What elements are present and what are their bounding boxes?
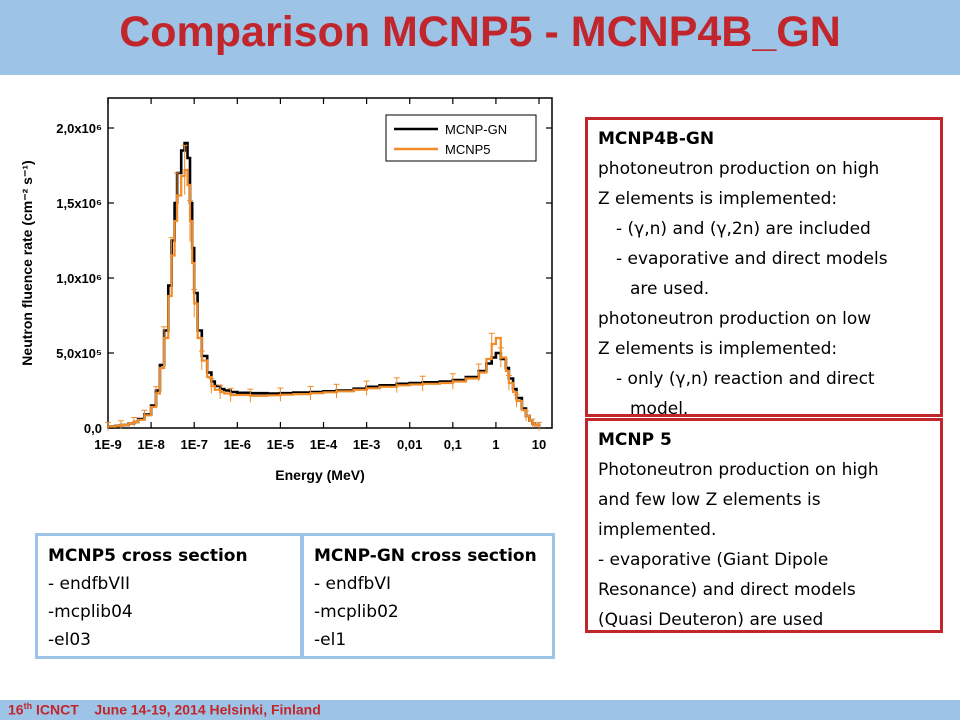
x-tick-label: 1E-5 — [267, 437, 294, 452]
panel-heading: MCNP 5 — [598, 430, 672, 450]
panel-line: - only (γ,n) reaction and direct — [616, 369, 875, 389]
panel-line: are used. — [630, 279, 710, 299]
panel-line: Resonance) and direct models — [598, 580, 856, 600]
panel-line: Photoneutron production on high — [598, 460, 879, 480]
xs-item: - endfbVI — [314, 574, 391, 594]
x-tick-label: 1E-7 — [180, 437, 207, 452]
legend-box — [385, 114, 537, 162]
x-tick-label: 1E-9 — [94, 437, 121, 452]
plot-frame — [107, 97, 553, 429]
x-tick-label: 1E-8 — [137, 437, 164, 452]
footer-text: 16th ICNCT June 14-19, 2014 Helsinki, Fi… — [8, 701, 321, 718]
panel-line: - evaporative and direct models — [616, 249, 888, 269]
x-tick-label: 1E-4 — [310, 437, 338, 452]
panel-line: - evaporative (Giant Dipole — [598, 550, 829, 570]
chart-svg: 1E-9 1E-8 1E-7 1E-6 1E-5 1E-4 1E-3 0,01 0,1 1 10 0,… — [19, 97, 553, 483]
x-tick-label: 0,01 — [397, 437, 422, 452]
xs-item: -el1 — [314, 630, 347, 650]
legend-label: MCNP-GN — [445, 122, 507, 137]
panel-line: (Quasi Deuteron) are used — [598, 610, 824, 630]
y-axis-label: Neutron fluence rate (cm⁻² s⁻¹) — [19, 160, 35, 365]
xs-item: - endfbVII — [48, 574, 130, 594]
y-tick-label: 0,0 — [84, 421, 102, 436]
mcnp-gn-cross-section: MCNP-GN cross section - endfbVI -mcplib0… — [304, 536, 562, 656]
xs-heading: MCNP-GN cross section — [314, 546, 537, 566]
legend-label: MCNP5 — [445, 142, 491, 157]
y-tick-label: 1,0x10⁶ — [56, 271, 102, 286]
mcnp5-cross-section: MCNP5 cross section - endfbVII -mcplib04… — [38, 536, 296, 656]
mcnp4b-gn-panel: MCNP4B-GN photoneutron production on hig… — [585, 117, 943, 419]
panel-line: Z elements is implemented: — [598, 339, 838, 359]
x-tick-label: 1E-3 — [353, 437, 380, 452]
chart: 1E-9 1E-8 1E-7 1E-6 1E-5 1E-4 1E-3 0,01 0,1 1 10 0,… — [0, 85, 580, 505]
x-tick-label: 1E-6 — [224, 437, 251, 452]
panel-line: and few low Z elements is — [598, 490, 821, 510]
xs-item: -mcplib02 — [314, 602, 399, 622]
y-tick-label: 2,0x10⁶ — [56, 121, 102, 136]
footer-edition: 16 — [8, 701, 24, 718]
cross-section-box: MCNP5 cross section - endfbVII -mcplib04… — [35, 533, 555, 659]
panel-line: photoneutron production on low — [598, 309, 872, 329]
title-bar: Comparison MCNP5 - MCNP4B_GN — [0, 0, 960, 75]
footer-conference: ICNCT — [35, 701, 79, 718]
panel-line: model. — [630, 399, 689, 419]
mcnp5-panel: MCNP 5 Photoneutron production on high a… — [585, 418, 943, 633]
x-tick-label: 1 — [492, 437, 499, 452]
panel-line: - (γ,n) and (γ,2n) are included — [616, 219, 871, 239]
xs-heading: MCNP5 cross section — [48, 546, 248, 566]
footer-dates: June 14-19, 2014 Helsinki, Finland — [94, 701, 321, 718]
footer-edition-suffix: th — [23, 701, 33, 711]
y-tick-label: 5,0x10⁵ — [56, 346, 102, 361]
xs-item: -el03 — [48, 630, 91, 650]
panel-line: Z elements is implemented: — [598, 189, 838, 209]
divider — [300, 536, 304, 656]
slide-title: Comparison MCNP5 - MCNP4B_GN — [119, 8, 841, 56]
x-tick-label: 0,1 — [444, 437, 462, 452]
xs-item: -mcplib04 — [48, 602, 133, 622]
panel-line: photoneutron production on high — [598, 159, 880, 179]
x-axis-label: Energy (MeV) — [275, 467, 364, 483]
series-line-mcnp5 — [108, 168, 541, 428]
y-tick-label: 1,5x10⁶ — [56, 196, 102, 211]
x-tick-label: 10 — [532, 437, 546, 452]
panel-heading: MCNP4B-GN — [598, 129, 715, 149]
footer-bar: 16th ICNCT June 14-19, 2014 Helsinki, Fi… — [0, 700, 960, 720]
panel-line: implemented. — [598, 520, 717, 540]
